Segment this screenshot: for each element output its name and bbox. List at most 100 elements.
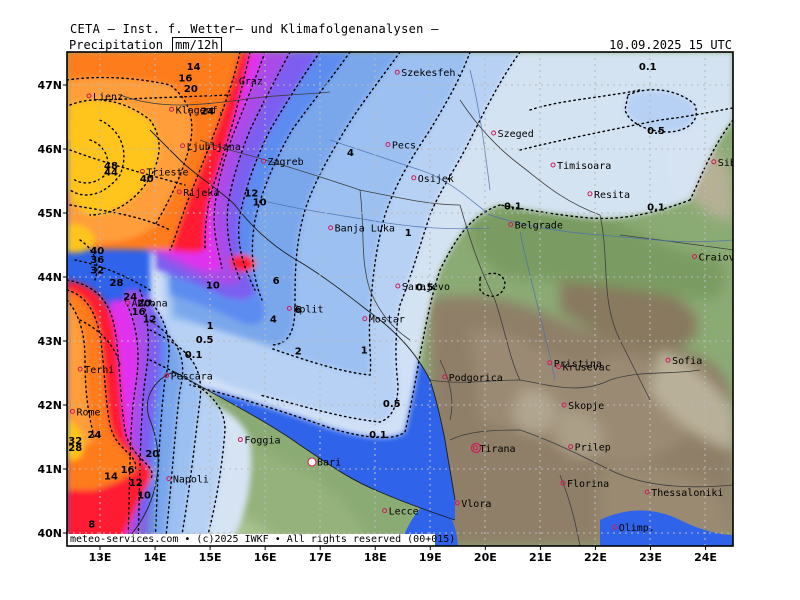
city-label: Szekesfeh. bbox=[401, 68, 461, 79]
city-label: Rome bbox=[76, 407, 100, 418]
city-belgrade: Belgrade bbox=[508, 221, 563, 232]
city-dot-icon bbox=[561, 402, 567, 408]
city-label: Lecce bbox=[389, 507, 419, 518]
lon-tick-label: 20E bbox=[474, 551, 497, 564]
city-lecce: Lecce bbox=[382, 507, 419, 518]
city-label: Mostar bbox=[369, 315, 405, 326]
contour-value-label: 20 bbox=[145, 449, 159, 460]
contour-value-label: 1 bbox=[361, 345, 368, 356]
city-label: Sofia bbox=[672, 356, 702, 367]
city-timisoara: Timisoara bbox=[550, 161, 611, 172]
city-label: Bari bbox=[317, 457, 341, 468]
lon-tick-label: 24E bbox=[694, 551, 717, 564]
lat-tick-label: 46N bbox=[37, 143, 62, 156]
city-label: Sibiu bbox=[718, 158, 748, 169]
lon-tick-label: 19E bbox=[419, 551, 442, 564]
capital-marker bbox=[470, 442, 482, 454]
contour-value-label: 36 bbox=[90, 255, 104, 266]
contour-value-label: 28 bbox=[68, 443, 82, 454]
city-foggia: Foggia bbox=[237, 436, 281, 447]
contour-value-label: 12 bbox=[143, 315, 157, 326]
contour-value-label: 14 bbox=[187, 62, 201, 73]
lon-tick-label: 21E bbox=[529, 551, 552, 564]
city-label: Graz bbox=[239, 77, 263, 88]
city-label: Lienz bbox=[93, 92, 123, 103]
city-dot-icon bbox=[411, 175, 417, 181]
city-label: Napoli bbox=[173, 475, 209, 486]
city-dot-icon bbox=[394, 69, 400, 75]
city-label: Florina bbox=[567, 479, 609, 490]
contour-value-label: 4 bbox=[270, 315, 277, 326]
city-dot-icon bbox=[550, 162, 556, 168]
map-title: Precipitation mm/12h bbox=[69, 37, 222, 53]
contour-value-label: 1 bbox=[405, 228, 412, 239]
city-skopje: Skopje bbox=[561, 401, 604, 412]
city-banja-luka: Banja Luka bbox=[328, 224, 395, 235]
contour-value-label: 10 bbox=[253, 197, 267, 208]
city-dot-icon bbox=[328, 225, 334, 231]
footer-strip bbox=[67, 534, 435, 546]
city-szekesfeh: Szekesfeh. bbox=[394, 68, 461, 79]
city-label: Ancona bbox=[132, 299, 168, 310]
city-pecs: Pecs bbox=[385, 141, 416, 152]
contour-value-label: 0.5 bbox=[416, 283, 434, 294]
city-label: Belgrade bbox=[515, 221, 563, 232]
lat-tick-label: 40N bbox=[37, 527, 62, 540]
city-label: Vlora bbox=[461, 499, 491, 510]
model-header: CETA — Inst. f. Wetter— und Klimafolgena… bbox=[70, 22, 439, 36]
city-ljubljana: Ljubljana bbox=[180, 142, 241, 153]
contour-value-label: 40 bbox=[90, 246, 104, 257]
contour-value-label: 20 bbox=[137, 299, 151, 310]
city-dot-icon bbox=[125, 300, 131, 306]
city-thessaloniki: Thessaloniki bbox=[644, 488, 723, 499]
contour-value-label: 14 bbox=[104, 471, 118, 482]
city-dot-icon bbox=[139, 168, 145, 174]
lon-tick-label: 13E bbox=[89, 551, 112, 564]
city-dot-icon bbox=[166, 476, 172, 482]
city-dot-icon bbox=[442, 374, 448, 380]
bari-marker bbox=[307, 457, 317, 467]
variable-name: Precipitation bbox=[69, 38, 163, 52]
valid-time: 10.09.2025 15 UTC bbox=[609, 38, 732, 52]
city-dot-icon bbox=[644, 489, 650, 495]
contour-value-label: 0.1 bbox=[369, 430, 387, 441]
contour-value-label: 0.5 bbox=[383, 399, 401, 410]
city-label: Foggia bbox=[244, 436, 280, 447]
contour-value-label: 24 bbox=[88, 430, 102, 441]
lon-tick-label: 18E bbox=[364, 551, 387, 564]
lat-lon-grid bbox=[67, 52, 733, 546]
lat-tick-label: 47N bbox=[37, 79, 62, 92]
contour-value-label: 40 bbox=[140, 174, 154, 185]
city-ancona: Ancona bbox=[125, 299, 168, 310]
city-dot-icon bbox=[180, 143, 186, 149]
city-dot-icon bbox=[237, 437, 243, 443]
unit-label: mm/12h bbox=[172, 37, 222, 53]
contour-value-label: 0.1 bbox=[647, 203, 665, 214]
city-graz: Graz bbox=[232, 77, 263, 88]
city-label: Sarajevo bbox=[402, 282, 450, 293]
city-dot-icon bbox=[260, 158, 266, 164]
city-split: Split bbox=[286, 304, 323, 315]
city-label: Rijeka bbox=[183, 188, 219, 199]
city-szeged: Szeged bbox=[491, 129, 534, 140]
lat-tick-label: 43N bbox=[37, 335, 62, 348]
city-dot-icon bbox=[547, 360, 553, 366]
city-label: Krusevac bbox=[563, 363, 611, 374]
city-label: Split bbox=[293, 304, 323, 315]
city-dot-icon bbox=[395, 283, 401, 289]
city-label: Resita bbox=[594, 190, 630, 201]
city-dot-icon bbox=[69, 408, 75, 414]
city-dot-icon bbox=[508, 222, 514, 228]
city-dot-icon bbox=[568, 444, 574, 450]
map-frame bbox=[66, 51, 734, 547]
contour-value-label: 16 bbox=[132, 307, 146, 318]
city-label: Thessaloniki bbox=[651, 488, 723, 499]
city-label: Podgorica bbox=[449, 373, 503, 384]
city-sofia: Sofia bbox=[665, 356, 702, 367]
city-label: Pecs bbox=[392, 141, 416, 152]
contour-value-label: 0.5 bbox=[647, 126, 665, 137]
city-label: Klagenf. bbox=[176, 105, 224, 116]
